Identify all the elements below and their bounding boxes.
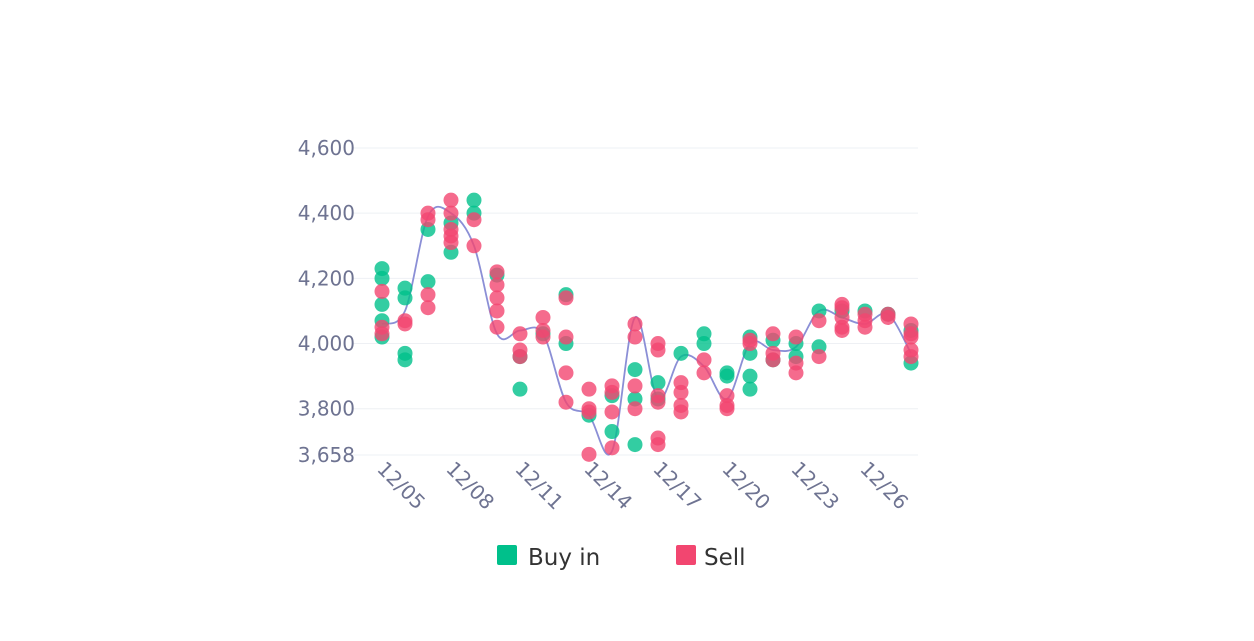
sell-point [765,326,781,342]
x-tick-label: 12/14 [579,457,637,515]
sell-point [742,336,758,352]
sell-point [788,365,804,381]
buy-in-point [374,270,390,286]
sell-point [604,384,620,400]
sell-point [489,319,505,335]
buy-in-point [420,274,436,290]
sell-point [374,326,390,342]
sell-point [788,329,804,345]
sell-point [374,283,390,299]
x-tick-label: 12/26 [855,457,913,515]
sell-point [397,316,413,332]
y-tick-label: 4,600 [298,136,355,160]
buy-in-point [466,192,482,208]
buy-in-point [742,381,758,397]
sell-point [443,235,459,251]
sell-point [834,323,850,339]
sell-point [420,300,436,316]
sell-point [650,342,666,358]
sell-point [604,440,620,456]
sell-point [811,349,827,365]
sell-point [466,212,482,228]
x-axis-ticks: 12/05 12/08 12/11 12/14 12/17 12/20 12/23 12/26 [372,457,913,515]
sell-point [558,394,574,410]
legend: Buy in Sell [497,545,746,571]
buy-in-point [604,424,620,440]
legend-swatch-buy-in [497,545,517,565]
y-tick-label: 3,658 [298,443,355,467]
sell-point [443,192,459,208]
sell-point [857,319,873,335]
sell-point [880,309,896,325]
sell-point [581,381,597,397]
sell-point [696,365,712,381]
sell-point [719,401,735,417]
sell-point [765,352,781,368]
sell-point [627,378,643,394]
sell-point [535,329,551,345]
sell-point [558,365,574,381]
sell-point [650,394,666,410]
sell-point [650,437,666,453]
y-tick-label: 3,800 [298,397,355,421]
sell-point [903,349,919,365]
buy-in-point [696,336,712,352]
sell-point [466,238,482,254]
sell-point [627,401,643,417]
x-tick-label: 12/05 [372,457,430,515]
buy-in-point [627,362,643,378]
sell-point [558,290,574,306]
sell-point [581,404,597,420]
trend-line [381,205,912,456]
sell-point [673,404,689,420]
buy-in-point [512,381,528,397]
buy-in-point [627,437,643,453]
x-tick-label: 12/23 [786,457,844,515]
sell-point [443,205,459,221]
sell-point [512,326,528,342]
sell-point [627,316,643,332]
y-tick-label: 4,000 [298,332,355,356]
buy-in-point [650,375,666,391]
sell-point [512,349,528,365]
sell-point [696,352,712,368]
legend-swatch-sell [676,545,696,565]
sell-point [535,309,551,325]
sell-point [489,303,505,319]
y-axis-ticks: 4,600 4,400 4,200 4,000 3,800 3,658 [298,136,355,467]
sell-point [420,287,436,303]
sell-point [489,290,505,306]
buy-in-point [397,290,413,306]
legend-label-buy-in: Buy in [528,545,600,571]
legend-label-sell: Sell [704,545,746,571]
sell-point [581,446,597,462]
buy-in-point [374,296,390,312]
sell-point [489,264,505,280]
y-tick-label: 4,200 [298,266,355,290]
x-tick-label: 12/17 [648,457,706,515]
sell-point [558,329,574,345]
sell-point [420,212,436,228]
sell-point [604,404,620,420]
y-tick-label: 4,400 [298,201,355,225]
sell-series [374,192,919,462]
x-tick-label: 12/11 [510,457,568,515]
sell-point [903,329,919,345]
buy-in-point [742,368,758,384]
sell-point [811,313,827,329]
x-tick-label: 12/20 [717,457,775,515]
sell-point [673,384,689,400]
x-tick-label: 12/08 [441,457,499,515]
sell-point [489,277,505,293]
sell-point [627,329,643,345]
buy-in-point [673,345,689,361]
buy-in-point [719,368,735,384]
buy-in-point [397,352,413,368]
trend-line-path [381,205,912,456]
